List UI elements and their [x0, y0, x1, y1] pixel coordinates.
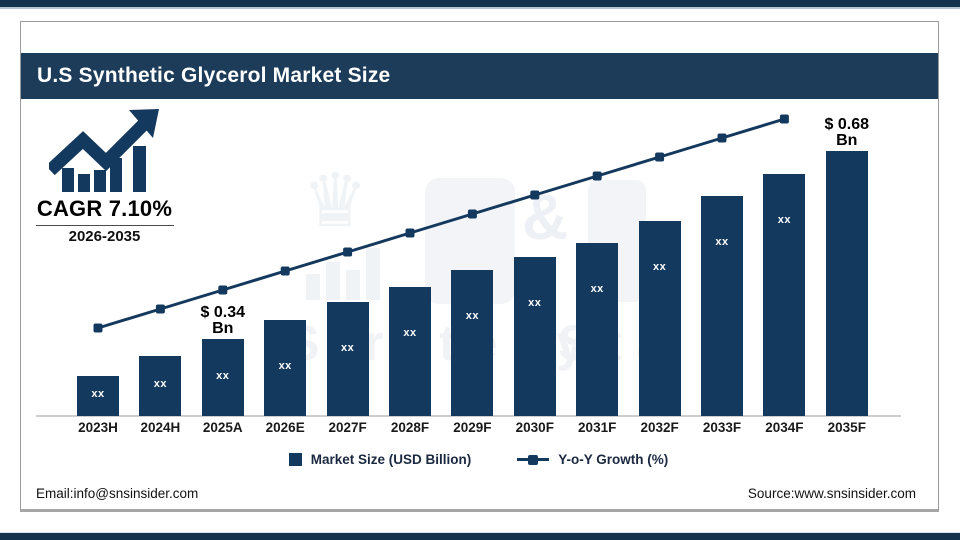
value-annotation: $ 0.34 Bn	[200, 304, 246, 337]
bottom-accent-strip	[0, 532, 960, 540]
bar-value-label: xx	[278, 360, 292, 372]
x-axis-tick-label: 2026E	[265, 420, 305, 435]
cagr-separator-line	[35, 225, 174, 226]
line-data-point-marker	[779, 114, 789, 124]
x-axis-tick-label: 2033F	[702, 420, 742, 435]
line-data-point-marker	[155, 304, 165, 314]
market-size-bar	[576, 243, 619, 416]
bar-value-label: xx	[715, 236, 729, 248]
bar-value-label: xx	[465, 310, 480, 322]
x-axis-tick-label: 2027F	[328, 420, 367, 435]
x-axis-tick-label: 2029F	[453, 420, 492, 435]
legend-line-label: Y-o-Y Growth (%)	[558, 452, 669, 467]
market-size-bar	[77, 376, 119, 416]
market-size-bar	[825, 151, 868, 416]
line-data-point-marker	[655, 152, 665, 162]
bar-value-label: xx	[528, 297, 542, 309]
market-size-bar	[638, 221, 681, 416]
top-accent-strip	[0, 0, 960, 9]
line-data-point-marker	[93, 323, 103, 333]
cagr-period: 2026-2035	[68, 228, 141, 245]
legend-item-yoy-growth: Y-o-Y Growth (%)	[517, 452, 668, 467]
market-size-bar	[513, 257, 556, 416]
bar-value-label: xx	[216, 369, 230, 382]
market-size-bar	[763, 174, 806, 416]
title-bar: U.S Synthetic Glycerol Market Size	[21, 53, 938, 99]
line-data-point-marker	[405, 228, 415, 238]
bar-value-label: xx	[403, 327, 417, 339]
market-size-bar	[701, 196, 743, 416]
line-data-point-marker	[280, 266, 290, 276]
legend-bar-label: Market Size (USD Billion)	[310, 452, 472, 467]
x-axis-tick-label: 2035F	[827, 420, 866, 435]
bar-value-label: xx	[590, 283, 604, 295]
line-data-point-marker	[717, 133, 727, 143]
x-axis-line	[36, 415, 901, 417]
chart-legend: Market Size (USD Billion) Y-o-Y Growth (…	[20, 452, 937, 467]
x-axis-tick-label: 2032F	[640, 420, 679, 435]
cagr-value: CAGR 7.10%	[36, 196, 173, 221]
line-data-point-marker	[467, 209, 477, 219]
x-axis-tick-label: 2023H	[78, 420, 118, 435]
bar-value-label: xx	[153, 378, 168, 390]
bar-series-swatch-icon	[288, 453, 302, 466]
x-axis-tick-label: 2034F	[765, 420, 804, 435]
line-data-point-marker	[218, 285, 228, 295]
market-size-bar	[264, 320, 307, 416]
footer-source: Source:www.snsinsider.com	[747, 486, 916, 501]
x-axis-tick-label: 2028F	[390, 420, 430, 435]
growth-chart-arrow-icon	[48, 109, 159, 192]
bar-value-label: xx	[91, 388, 105, 400]
market-size-bar	[389, 287, 431, 416]
market-size-bar	[326, 302, 369, 416]
legend-item-market-size: Market Size (USD Billion)	[288, 452, 472, 467]
x-axis-tick-label: 2030F	[515, 420, 554, 435]
footer-email: Email:info@snsinsider.com	[36, 486, 199, 501]
line-marker-icon	[528, 454, 539, 465]
market-size-bar	[451, 270, 494, 416]
cagr-block: CAGR 7.10% 2026-2035	[22, 108, 187, 245]
page-title: U.S Synthetic Glycerol Market Size	[37, 64, 391, 87]
market-size-bar	[139, 356, 182, 416]
line-data-point-marker	[592, 171, 602, 181]
line-data-point-marker	[530, 190, 540, 200]
value-annotation: $ 0.68 Bn	[824, 116, 870, 149]
bar-value-label: xx	[340, 342, 355, 354]
line-data-point-marker	[343, 247, 353, 257]
bar-value-label: xx	[777, 214, 792, 226]
bar-value-label: xx	[652, 261, 667, 273]
line-series-swatch-icon	[517, 454, 550, 465]
x-axis-tick-label: 2025A	[202, 420, 243, 435]
x-axis-tick-label: 2024H	[140, 420, 181, 435]
market-size-bar	[201, 339, 244, 416]
x-axis-tick-label: 2031F	[578, 420, 617, 435]
